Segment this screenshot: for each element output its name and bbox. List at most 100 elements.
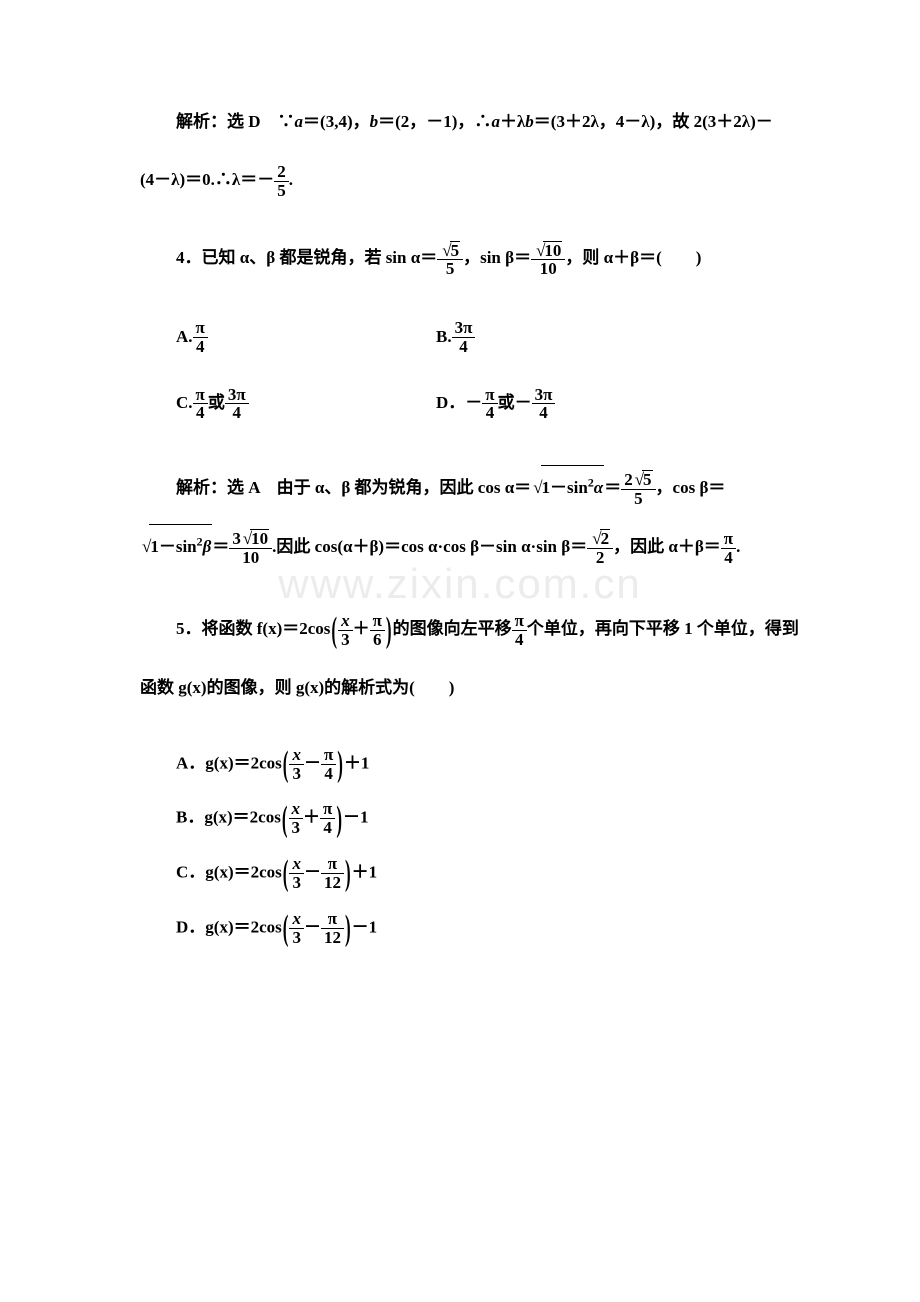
den: 10 xyxy=(531,260,565,278)
post: ＋1 xyxy=(344,753,370,772)
den: 4 xyxy=(482,404,497,422)
paren-space xyxy=(662,248,696,267)
text: ＝(2，－1)，∴ xyxy=(378,112,491,131)
den: 3 xyxy=(289,819,304,837)
fraction: π4 xyxy=(482,386,497,423)
post: －1 xyxy=(352,917,378,936)
num: π xyxy=(193,319,208,338)
fraction: 55 xyxy=(437,241,463,279)
num: π xyxy=(370,612,385,631)
q4-opts-row2: C.π4或3π4 D．－π4或－3π4 xyxy=(140,381,920,425)
sqrt: 2 xyxy=(590,529,610,548)
rad: 5 xyxy=(450,241,461,260)
den: 4 xyxy=(532,404,556,422)
den: 4 xyxy=(193,338,208,356)
var-a: a xyxy=(295,112,304,131)
text: 4．已知 α、β 都是锐角，若 sin α＝ xyxy=(176,248,437,267)
fraction: 22 xyxy=(587,529,613,567)
text: ，则 α＋β＝( xyxy=(565,248,661,267)
label: D．g(x)＝2cos xyxy=(176,917,282,936)
rad: 5 xyxy=(642,470,653,489)
sqrt: 5 xyxy=(633,470,653,489)
op: － xyxy=(304,753,321,772)
num: 25 xyxy=(621,470,655,490)
den: 4 xyxy=(320,819,335,837)
eq: ＝ xyxy=(604,478,621,497)
text: ) xyxy=(696,248,702,267)
num: 3π xyxy=(532,386,556,405)
q4-opts-row1: A.π4 B.3π4 xyxy=(140,315,920,359)
op: ＋ xyxy=(303,808,320,827)
q4-sol-line2: 1－sin2β＝31010.因此 cos(α＋β)＝cos α·cos β－si… xyxy=(140,524,920,569)
text: ＝(3,4)， xyxy=(303,112,370,131)
fraction: π6 xyxy=(370,612,385,649)
fraction: x3 xyxy=(289,910,304,947)
den: 4 xyxy=(512,631,527,649)
var-b: b xyxy=(370,112,379,131)
num: π xyxy=(320,800,335,819)
text: ＋λ xyxy=(500,112,525,131)
var-b: b xyxy=(525,112,534,131)
sqrt: 1－sin2β xyxy=(140,524,212,569)
den: 5 xyxy=(437,260,463,278)
q5-stem-line1: 5．将函数 f(x)＝2cos(x3＋π6)的图像向左平移π4个单位，再向下平移… xyxy=(140,607,920,651)
den: 4 xyxy=(193,404,208,422)
or: 或 xyxy=(208,393,225,412)
num: 310 xyxy=(229,529,272,549)
sqrt: 10 xyxy=(534,241,562,260)
fraction: 31010 xyxy=(229,529,272,567)
fraction: x3 xyxy=(289,855,304,892)
den: 5 xyxy=(274,182,289,200)
post: ＋1 xyxy=(352,862,378,881)
text: ，cos β＝ xyxy=(656,478,726,497)
t: 1－sin xyxy=(542,478,588,497)
rad: 1－sin2α xyxy=(541,465,605,510)
q4-opt-a: A.π4 xyxy=(176,315,436,359)
rparen: ) xyxy=(385,585,393,678)
q4-sol-line1: 解析：选 A 由于 α、β 都为锐角，因此 cos α＝1－sin2α＝255，… xyxy=(140,465,920,510)
den: 12 xyxy=(321,929,344,947)
num: 3π xyxy=(452,319,476,338)
eq: ＝ xyxy=(212,537,229,556)
num: π xyxy=(193,386,208,405)
sqrt: 10 xyxy=(241,529,269,548)
den: 4 xyxy=(452,338,476,356)
label: C. xyxy=(176,393,193,412)
den: 3 xyxy=(289,929,304,947)
num: x xyxy=(289,746,304,765)
label: D．－ xyxy=(436,393,482,412)
q5-stem-line2: 函数 g(x)的图像，则 g(x)的解析式为( ) xyxy=(140,666,920,710)
rad: 10 xyxy=(543,241,562,260)
q5-opt-b: B．g(x)＝2cos(x3＋π4)－1 xyxy=(140,800,920,837)
fraction: π4 xyxy=(321,746,336,783)
label: A. xyxy=(176,327,193,346)
num: π xyxy=(321,910,344,929)
post: －1 xyxy=(343,808,369,827)
fraction: π4 xyxy=(193,319,208,356)
fraction: 3π4 xyxy=(532,386,556,423)
fraction: x3 xyxy=(289,800,304,837)
q4-opt-d: D．－π4或－3π4 xyxy=(436,381,696,425)
t: α xyxy=(594,478,603,497)
text: 解析：选 D ∵ xyxy=(176,112,295,131)
fraction: π12 xyxy=(321,855,344,892)
q4-opt-c: C.π4或3π4 xyxy=(176,381,436,425)
op: － xyxy=(304,862,321,881)
fraction: x3 xyxy=(338,612,353,649)
text: .因此 cos(α＋β)＝cos α·cos β－sin α·sin β＝ xyxy=(272,537,587,556)
num: π xyxy=(721,530,736,549)
label: B. xyxy=(436,327,452,346)
text: (4－λ)＝0.∴λ＝－ xyxy=(140,170,274,189)
t: β xyxy=(203,537,212,556)
text: 个单位，再向下平移 1 个单位，得到 xyxy=(527,619,799,638)
fraction: π4 xyxy=(512,612,527,649)
fraction: π4 xyxy=(320,800,335,837)
label: B．g(x)＝2cos xyxy=(176,808,281,827)
rparen: ) xyxy=(344,895,352,963)
num: x xyxy=(289,800,304,819)
document-body: 解析：选 D ∵a＝(3,4)，b＝(2，－1)，∴a＋λb＝(3＋2λ，4－λ… xyxy=(140,100,920,946)
t: 1－sin xyxy=(150,537,196,556)
fraction: 1010 xyxy=(531,241,565,279)
den: 5 xyxy=(621,490,655,508)
sol3-line1: 解析：选 D ∵a＝(3,4)，b＝(2，－1)，∴a＋λb＝(3＋2λ，4－λ… xyxy=(140,100,920,144)
